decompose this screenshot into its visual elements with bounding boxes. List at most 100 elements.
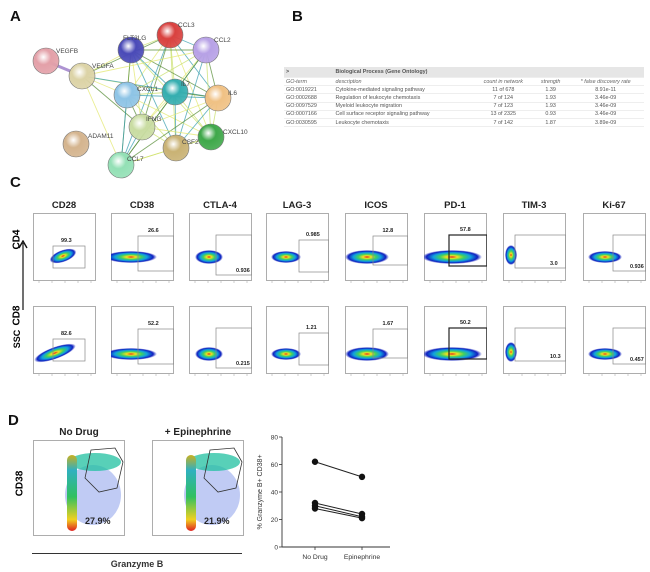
flow-plot-cd4-pd-1 (424, 213, 487, 283)
flow-plot-cd4-cd28 (33, 213, 96, 283)
plot-frame (503, 306, 566, 374)
gate[interactable] (215, 327, 252, 369)
network-node-il7[interactable] (161, 78, 189, 106)
gate-percentage: 57.8 (460, 227, 471, 233)
cell-density-blob (34, 343, 76, 363)
network-node-flt3lg[interactable] (117, 36, 145, 64)
flow-plot-cd8-ki-67 (583, 306, 646, 376)
y-axis-label: % Granzyme B+ CD38+ (257, 454, 264, 529)
plot-frame (111, 306, 174, 374)
table-cell: GO:0030595 (284, 118, 334, 128)
chevron-right-icon[interactable]: > (284, 67, 334, 78)
plot-frame (189, 213, 252, 281)
col-fdr: * false discovery rate (567, 77, 644, 87)
protein-interaction-network: CCL3 FLT3LG CCL2 VEGFB VEGFA CXCL1 IL7 IL6 IFNG C… (32, 21, 248, 179)
x-axis-bar (32, 553, 242, 554)
gate-percentage: 26.6 (148, 228, 159, 234)
cell-density-blob (588, 251, 622, 263)
network-node-ifng[interactable] (128, 113, 156, 141)
network-edge (81, 75, 219, 99)
series-line (314, 508, 363, 519)
network-node-cxcl1[interactable] (113, 81, 141, 109)
network-node-label: CCL2 (214, 37, 231, 44)
gate[interactable] (514, 234, 566, 269)
flow-plot-cd8-lag-3 (266, 306, 329, 376)
gate-percentage: 10.3 (550, 354, 561, 360)
network-node-ccl2[interactable] (192, 36, 220, 64)
network-node-label: ADAM11 (88, 133, 114, 140)
network-node-ccl7[interactable] (107, 151, 135, 179)
panel-label-b: B (292, 8, 303, 25)
flow-plot-cd8-cd28 (33, 306, 96, 376)
marker-header-icos: ICOS (364, 200, 388, 211)
network-edge (169, 34, 212, 138)
table-cell: 3.46e-09 (567, 102, 644, 111)
gate[interactable] (137, 235, 174, 272)
gate[interactable] (298, 239, 329, 273)
table-cell: GO:0097529 (284, 102, 334, 111)
col-go-term: GO-term (284, 77, 334, 87)
gate[interactable] (298, 332, 329, 366)
table-cell: Cytokine-mediated signaling pathway (333, 85, 473, 95)
gate[interactable] (52, 245, 86, 269)
cell-density-blob (49, 248, 77, 264)
granzyme-cd38-gate[interactable] (84, 447, 124, 493)
network-node-label: CXCL10 (223, 129, 248, 136)
gate[interactable] (372, 328, 408, 359)
gate[interactable] (137, 328, 174, 365)
gate-percentage: 27.9% (85, 516, 111, 526)
fdr-prefix: * (580, 78, 583, 85)
gate[interactable] (612, 327, 646, 365)
marker-header-ki-67: Ki-67 (602, 200, 626, 211)
marker-header-tim-3: TIM-3 (521, 200, 547, 211)
go-enrichment-table: > Biological Process (Gene Ontology) GO-… (284, 67, 644, 128)
gate-percentage: 99.3 (61, 238, 72, 244)
data-point (311, 505, 319, 512)
flow-plot-cd8-cd38 (111, 306, 174, 376)
gate[interactable] (612, 234, 646, 272)
network-node-csf2[interactable] (162, 134, 190, 162)
network-node-label: IFNG (146, 116, 162, 123)
flow-plot-cd8-ctla-4 (189, 306, 252, 376)
granzyme-b-axis-label: Granzyme B (110, 559, 164, 569)
table-cell: 11 of 678 (472, 85, 534, 95)
gate[interactable] (514, 327, 566, 362)
granzyme-line-chart: 0 20 40 60 80 No Drug Epinephrine % Granzyme B+… (257, 435, 390, 561)
network-node-il6[interactable] (204, 84, 232, 112)
gate[interactable] (448, 234, 487, 267)
table-section-header: > Biological Process (Gene Ontology) (284, 67, 644, 78)
gate-percentage: 0.457 (630, 357, 644, 363)
gate-percentage: 12.8 (382, 228, 394, 234)
network-node-vegfb[interactable] (32, 47, 60, 75)
table-cell: 13 of 2325 (472, 110, 534, 119)
cell-density-blob (111, 251, 157, 263)
plot-frame (266, 306, 329, 374)
network-node-vegfa[interactable] (68, 62, 96, 90)
gate[interactable] (52, 338, 86, 362)
plot-frame (33, 213, 96, 281)
flow-title-epinephrine: + Epinephrine (164, 427, 232, 438)
cell-density-blob (424, 250, 482, 264)
gate[interactable] (448, 327, 487, 360)
network-node-label: VEGFB (56, 48, 78, 55)
table-column-headers: GO-term description count in network str… (284, 77, 644, 87)
series-line (314, 461, 363, 478)
x-tick-label: Epinephrine (344, 554, 380, 561)
table-cell: Leukocyte chemotaxis (333, 118, 473, 128)
table-cell: GO:0007166 (284, 110, 334, 119)
network-edge (120, 97, 219, 166)
network-node-ccl3[interactable] (156, 21, 184, 49)
gate[interactable] (215, 234, 252, 276)
gate-percentage: 0.215 (236, 361, 250, 367)
table-row: GO:0019221 Cytokine-mediated signaling pa… (284, 85, 644, 95)
network-node-adam11[interactable] (62, 130, 90, 158)
granzyme-cd38-gate[interactable] (203, 447, 243, 493)
table-cell: 1.93 (533, 93, 568, 103)
marker-header-pd-1: PD-1 (444, 200, 466, 211)
gate[interactable] (372, 235, 408, 266)
table-cell: GO:0002688 (284, 93, 334, 103)
network-node-cxcl10[interactable] (197, 123, 225, 151)
flow-title-no-drug: No Drug (59, 427, 99, 438)
cell-density-blob (505, 245, 517, 265)
plot-frame (583, 306, 646, 374)
